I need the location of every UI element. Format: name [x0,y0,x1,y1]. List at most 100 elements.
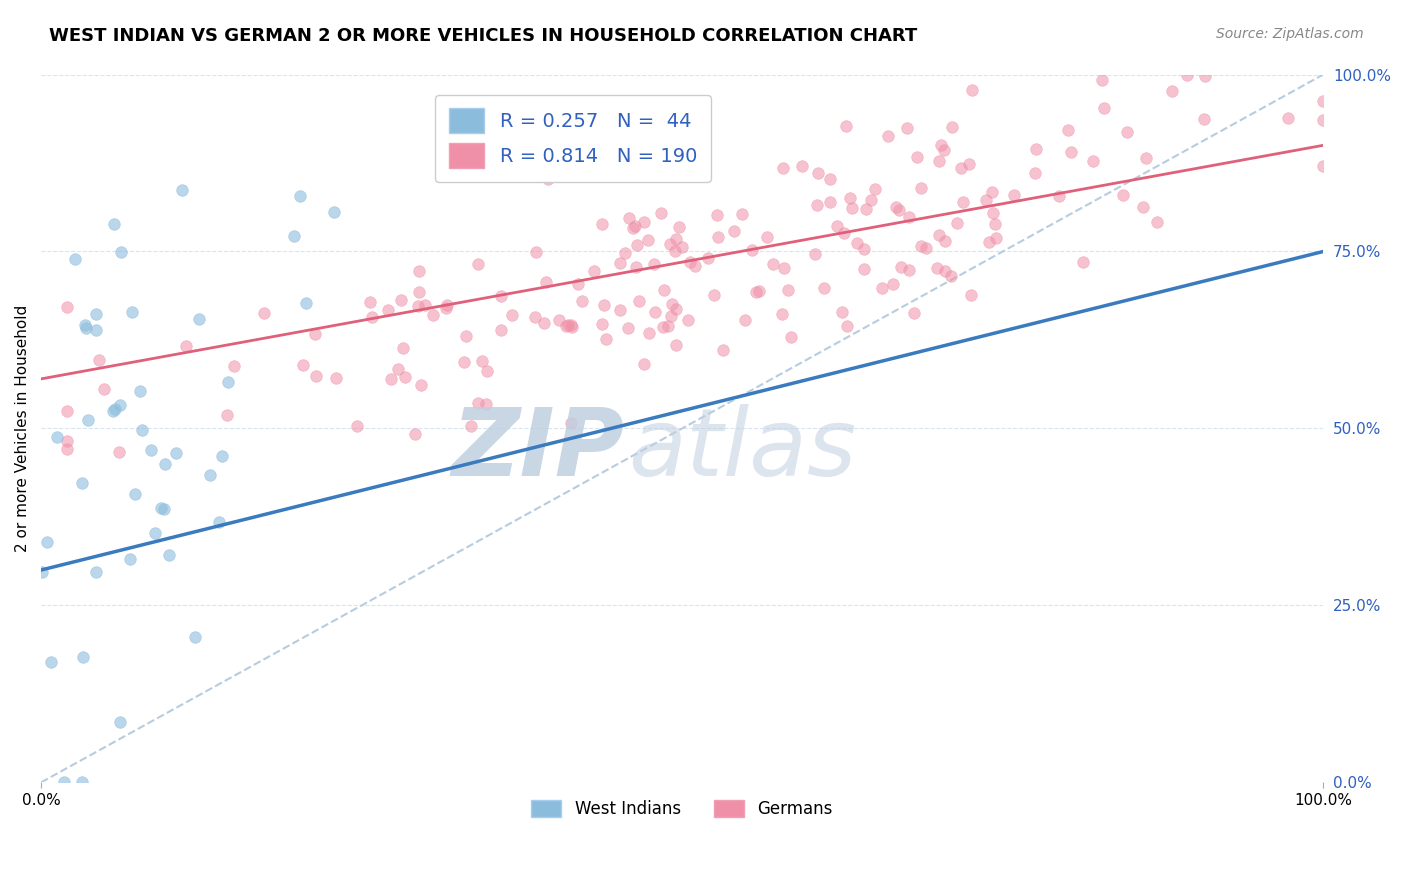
Point [389,293,412,308]
Point [153,502,176,516]
Point [183,630,205,644]
Point [806,198,828,212]
Point [1057,122,1080,136]
Point [534,275,557,289]
Point [683,259,706,273]
Point [436,298,458,312]
Point [1194,69,1216,83]
Point [305,368,328,383]
Point [1071,255,1094,269]
Point [650,206,672,220]
Point [617,211,640,225]
Point [150,501,173,516]
Point [1132,200,1154,214]
Point [770,307,793,321]
Point [934,263,956,277]
Point [838,191,860,205]
Point [939,268,962,283]
Point [1312,159,1334,173]
Point [1277,111,1299,125]
Point [928,227,950,242]
Point [322,205,344,219]
Point [217,375,239,389]
Point [755,230,778,244]
Point [93,382,115,396]
Point [979,235,1001,250]
Point [172,183,194,197]
Point [1115,125,1137,139]
Point [391,341,413,355]
Point [139,442,162,457]
Point [31,565,53,579]
Point [73,318,96,332]
Point [1312,94,1334,108]
Point [110,244,132,259]
Y-axis label: 2 or more Vehicles in Household: 2 or more Vehicles in Household [15,305,30,552]
Point [624,219,647,234]
Point [841,202,863,216]
Point [104,401,127,416]
Point [617,320,640,334]
Point [107,444,129,458]
Point [75,321,97,335]
Point [952,195,974,210]
Point [188,312,211,326]
Point [792,159,814,173]
Point [131,424,153,438]
Point [39,655,62,669]
Point [474,397,496,411]
Point [633,215,655,229]
Point [224,359,246,373]
Point [980,186,1002,200]
Point [773,261,796,276]
Point [561,319,583,334]
Point [101,403,124,417]
Point [658,237,681,252]
Point [661,296,683,310]
Point [905,150,928,164]
Point [489,288,512,302]
Point [491,323,513,337]
Point [1192,112,1215,126]
Point [121,304,143,318]
Point [957,156,980,170]
Point [380,372,402,386]
Point [593,298,616,312]
Point [294,296,316,310]
Point [537,172,560,186]
Point [304,327,326,342]
Point [595,333,617,347]
Point [55,403,77,417]
Point [198,467,221,482]
Point [1060,145,1083,159]
Point [124,487,146,501]
Point [925,260,948,275]
Point [703,288,725,302]
Point [118,552,141,566]
Point [1135,152,1157,166]
Point [404,427,426,442]
Point [960,287,983,301]
Point [456,329,478,343]
Point [571,294,593,309]
Point [981,206,1004,220]
Point [108,714,131,729]
Point [471,353,494,368]
Point [910,239,932,253]
Point [679,255,702,269]
Point [707,230,730,244]
Point [643,257,665,271]
Point [70,475,93,490]
Point [467,396,489,410]
Point [962,83,984,97]
Point [1002,188,1025,202]
Point [613,246,636,260]
Point [377,303,399,318]
Point [533,316,555,330]
Point [288,189,311,203]
Point [253,306,276,320]
Point [63,252,86,267]
Point [408,299,430,313]
Point [825,219,848,234]
Point [408,285,430,299]
